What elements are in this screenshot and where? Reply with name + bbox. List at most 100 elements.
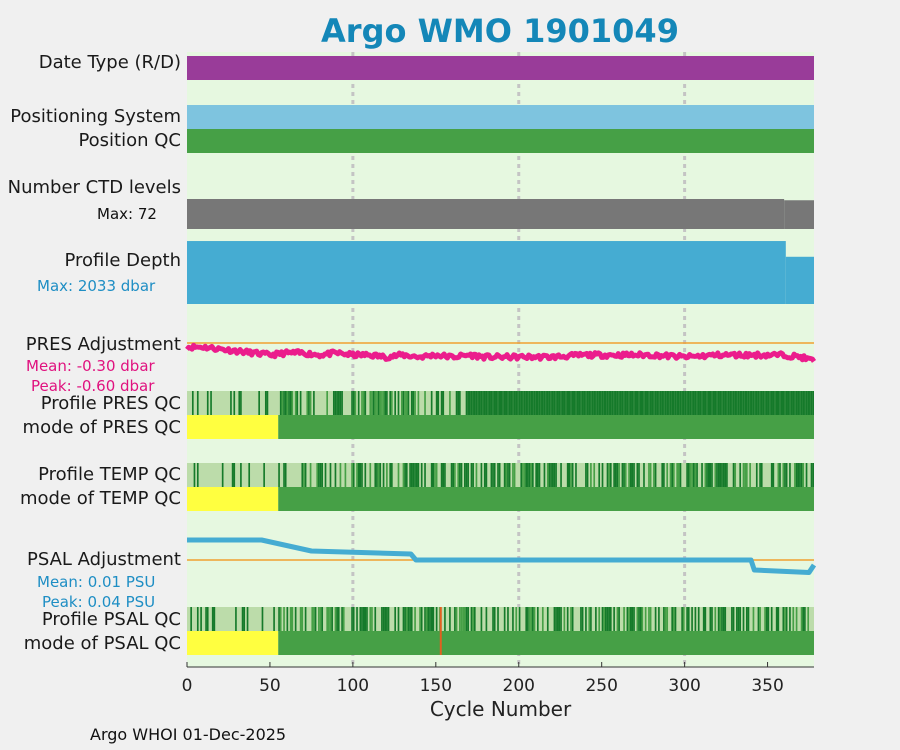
profile-pres-qc-cell xyxy=(525,391,528,415)
profile-temp-qc-cell xyxy=(711,463,713,487)
profile-temp-qc-cell xyxy=(415,463,418,487)
profile-temp-qc-cell xyxy=(550,463,552,487)
profile-pres-qc-cell xyxy=(527,391,529,415)
profile-pres-qc-cell xyxy=(719,391,722,415)
profile-temp-qc-cell xyxy=(512,463,514,487)
profile-psal-qc-cell xyxy=(273,607,275,631)
profile-temp-qc-cell xyxy=(553,463,556,487)
profile-psal-qc-cell xyxy=(467,607,469,631)
profile-pres-qc-cell xyxy=(483,391,486,415)
profile-pres-qc-cell xyxy=(691,391,693,415)
profile-pres-qc-cell xyxy=(760,391,763,415)
profile-pres-qc-cell xyxy=(376,391,378,415)
profile-pres-qc-cell xyxy=(663,391,665,415)
profile-psal-qc-cell xyxy=(724,607,727,631)
profile-pres-qc-cell xyxy=(374,391,377,415)
profile-temp-qc-cell xyxy=(498,463,501,487)
profile-temp-qc-cell xyxy=(666,463,669,487)
profile-temp-qc-cell xyxy=(676,463,678,487)
profile-psal-qc-cell xyxy=(425,607,428,631)
profile-psal-qc-cell xyxy=(556,607,559,631)
pres-adjustment-line xyxy=(185,342,817,363)
profile-psal-qc-cell xyxy=(472,607,474,631)
profile-psal-qc-cell xyxy=(515,607,518,631)
profile-psal-qc-cell xyxy=(503,607,506,631)
profile-pres-qc-cell xyxy=(605,391,607,415)
profile-temp-qc-cell xyxy=(744,463,746,487)
profile-pres-qc-cell xyxy=(538,391,541,415)
profile-psal-qc-cell xyxy=(739,607,742,631)
profile-temp-qc-cell xyxy=(654,463,657,487)
profile-temp-qc-cell xyxy=(782,463,785,487)
profile-temp-qc-cell xyxy=(721,463,723,487)
profile-temp-qc-cell xyxy=(638,463,640,487)
profile-pres-qc-cell xyxy=(747,391,750,415)
profile-pres-qc-cell xyxy=(341,391,343,415)
profile-psal-qc-cell xyxy=(291,607,294,631)
profile-psal-qc-cell xyxy=(541,607,544,631)
profile-psal-qc-cell xyxy=(283,607,285,631)
profile-psal-qc-cell xyxy=(714,607,717,631)
profile-pres-qc-cell xyxy=(455,391,458,415)
profile-pres-qc-cell xyxy=(498,391,501,415)
profile-psal-qc-cell xyxy=(595,607,597,631)
profile-temp-qc-cell xyxy=(497,463,499,487)
profile-pres-qc-cell xyxy=(600,391,602,415)
label-profile-depth: Profile Depth xyxy=(64,250,181,271)
profile-pres-qc-cell xyxy=(624,391,627,415)
profile-psal-qc-cell xyxy=(644,607,647,631)
profile-psal-qc-cell xyxy=(585,607,587,631)
profile-pres-qc-cell xyxy=(689,391,692,415)
profile-temp-qc-cell xyxy=(593,463,596,487)
profile-pres-qc-cell xyxy=(508,391,511,415)
profile-psal-qc-cell xyxy=(525,607,528,631)
profile-pres-qc-cell xyxy=(614,391,617,415)
profile-temp-qc-cell xyxy=(440,463,443,487)
profile-temp-qc-cell xyxy=(777,463,780,487)
profile-pres-qc-cell xyxy=(361,391,363,415)
profile-temp-qc-cell xyxy=(405,463,408,487)
profile-pres-qc-cell xyxy=(634,391,637,415)
profile-pres-qc-cell xyxy=(550,391,552,415)
profile-pres-qc-cell xyxy=(707,391,710,415)
profile-pres-qc-cell xyxy=(337,391,340,415)
profile-temp-qc-cell xyxy=(618,463,620,487)
profile-temp-qc-cell xyxy=(717,463,720,487)
profile-temp-qc-cell xyxy=(464,463,466,487)
profile-pres-qc-cell xyxy=(804,391,806,415)
profile-pres-qc-cell xyxy=(764,391,766,415)
profile-pres-qc-cell xyxy=(377,391,380,415)
profile-temp-qc-cell xyxy=(528,463,531,487)
profile-psal-qc-cell xyxy=(318,607,320,631)
profile-temp-qc-cell xyxy=(649,463,652,487)
profile-temp-qc-cell xyxy=(513,463,516,487)
profile-pres-qc-cell xyxy=(334,391,337,415)
profile-psal-qc-cell xyxy=(795,607,798,631)
profile-pres-qc-cell xyxy=(502,391,504,415)
profile-psal-qc-cell xyxy=(386,607,388,631)
profile-temp-qc-cell xyxy=(442,463,445,487)
profile-temp-qc-cell xyxy=(525,463,528,487)
x-tick-label-200: 200 xyxy=(503,676,535,696)
profile-pres-qc-cell xyxy=(308,391,310,415)
profile-pres-qc-cell xyxy=(661,391,664,415)
profile-pres-qc-cell xyxy=(787,391,790,415)
profile-pres-qc-cell xyxy=(613,391,615,415)
profile-temp-qc-cell xyxy=(397,463,400,487)
profile-pres-qc-cell xyxy=(794,391,796,415)
profile-temp-qc-cell xyxy=(692,463,695,487)
profile-pres-qc-cell xyxy=(414,391,416,415)
profile-pres-qc-cell xyxy=(379,391,382,415)
profile-temp-qc-cell xyxy=(571,463,574,487)
profile-pres-qc-cell xyxy=(750,391,753,415)
profile-psal-qc-cell xyxy=(782,607,785,631)
profile-temp-qc-cell xyxy=(568,463,571,487)
profile-temp-qc-cell xyxy=(724,463,727,487)
profile-temp-qc-cell xyxy=(742,463,745,487)
profile-psal-qc-cell xyxy=(784,607,786,631)
profile-temp-qc-cell xyxy=(538,463,541,487)
profile-pres-qc-cell xyxy=(618,391,620,415)
profile-pres-qc-cell xyxy=(354,391,357,415)
profile-temp-qc-cell xyxy=(628,463,630,487)
profile-temp-qc-cell xyxy=(805,463,808,487)
